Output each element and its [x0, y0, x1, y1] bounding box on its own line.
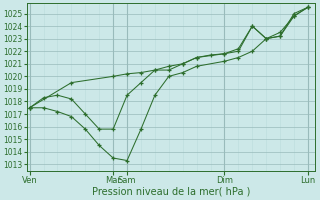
X-axis label: Pression niveau de la mer( hPa ): Pression niveau de la mer( hPa ) — [92, 187, 250, 197]
